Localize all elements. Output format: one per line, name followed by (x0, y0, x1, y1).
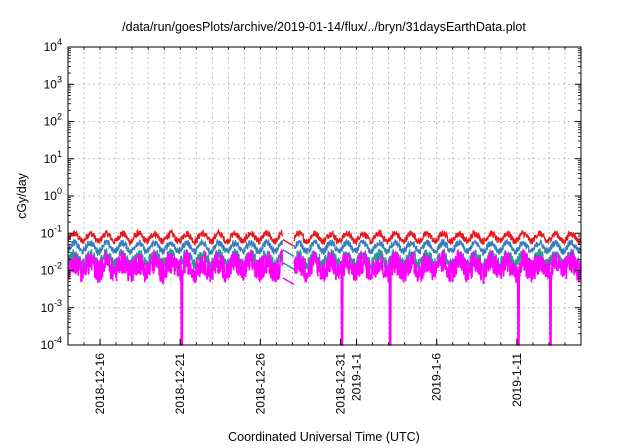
x-tick-label: 2018-12-31 (334, 353, 348, 415)
y-tick-label: 10-3 (41, 298, 62, 315)
y-tick-label: 10-4 (41, 335, 62, 352)
y-tick-label: 102 (44, 112, 62, 129)
y-tick-label: 101 (44, 149, 62, 166)
x-tick-label: 2018-12-16 (93, 353, 107, 415)
grid (68, 47, 581, 345)
series-line (67, 248, 284, 346)
y-tick-label: 10-2 (41, 261, 62, 278)
y-tick-label: 104 (44, 37, 62, 54)
x-tick-label: 2018-12-21 (173, 353, 187, 415)
x-tick-label: 2019-1-11 (510, 353, 524, 407)
series-line (67, 237, 284, 258)
series-line (67, 228, 284, 247)
x-axis-label: Coordinated Universal Time (UTC) (228, 430, 420, 444)
x-tick-label: 2018-12-26 (253, 353, 267, 415)
x-tick-label: 2019-1-1 (350, 353, 364, 401)
chart-title: /data/run/goesPlots/archive/2019-01-14/f… (122, 20, 526, 34)
series-line (293, 229, 582, 246)
y-axis-label: cGy/day (15, 172, 29, 219)
gap-connector (282, 238, 295, 247)
series-line (293, 238, 582, 257)
y-tick-label: 100 (44, 186, 62, 203)
x-axis: 2018-12-16 2018-12-21 2018-12-26 2018-12-31… (67, 47, 582, 415)
y-tick-label: 103 (44, 74, 62, 91)
x-tick-label: 2019-1-6 (430, 353, 444, 401)
gap-connector (282, 262, 295, 270)
gap-connector (282, 277, 295, 286)
y-axis: 10-4 10-3 10-2 10-1 100 101 102 103 104 (41, 37, 581, 352)
gap-connector (282, 249, 295, 257)
y-tick-label: 10-1 (41, 223, 62, 240)
